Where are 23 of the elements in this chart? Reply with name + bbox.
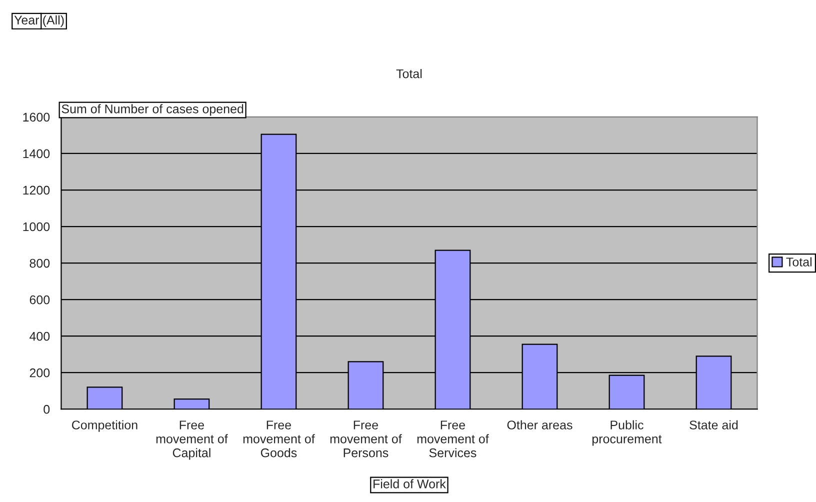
y-tick-label: 600: [30, 295, 50, 304]
text: (All): [43, 15, 64, 27]
x-tick-label: Other areas: [507, 420, 572, 430]
y-axis-title: Sum of Number of cases opened: [62, 104, 244, 116]
y-tick-label: 1200: [23, 186, 50, 195]
y-tick-label: 800: [30, 258, 50, 268]
legend-label: Total: [786, 257, 812, 266]
y-tick-label: 1400: [23, 149, 50, 158]
x-axis-title: Field of Work: [374, 479, 446, 488]
x-tick-label: Competition: [72, 420, 138, 432]
y-tick-label: 1000: [23, 222, 50, 232]
y-tick-label: 200: [30, 368, 50, 378]
x-tick-label: Free movement of Capital: [156, 420, 228, 460]
text: Year: [14, 16, 40, 25]
x-tick-label: Free movement of Persons: [330, 420, 402, 458]
x-tick-label: Public procurement: [592, 420, 662, 446]
chart-title: Total: [396, 69, 422, 78]
x-tick-label: State aid: [690, 420, 738, 430]
x-tick-label: Free movement of Services: [417, 420, 489, 458]
y-tick-label: 400: [30, 332, 50, 341]
x-tick-label: Free movement of Goods: [243, 420, 315, 458]
y-tick-label: 1600: [23, 112, 50, 122]
y-tick-label: 0: [44, 404, 50, 414]
